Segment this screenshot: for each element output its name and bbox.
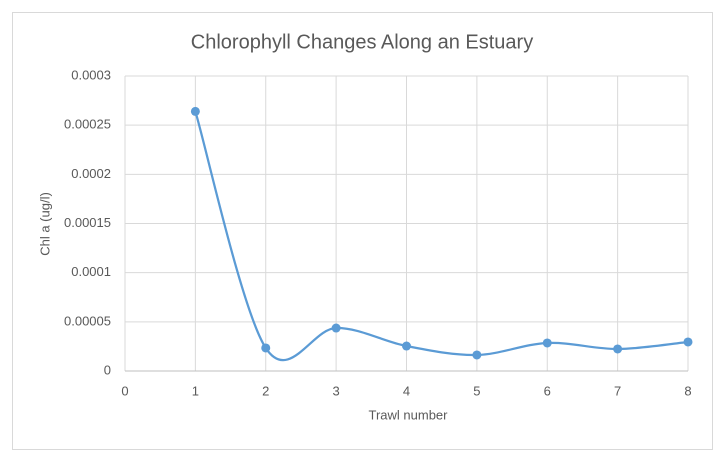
marker: [613, 344, 623, 354]
x-tick-label: 5: [473, 383, 480, 398]
y-tick-label: 0.00025: [64, 117, 111, 132]
marker: [331, 323, 341, 333]
y-tick-label: 0.0001: [71, 264, 111, 279]
marker: [402, 341, 411, 351]
x-tick-label: 8: [684, 383, 691, 398]
x-tick-label: 1: [192, 383, 199, 398]
marker: [190, 106, 200, 116]
marker: [261, 343, 271, 353]
y-tick-label: 0.0003: [71, 67, 111, 82]
chart-title: Chlorophyll Changes Along an Estuary: [191, 31, 533, 53]
chart-border: [12, 12, 713, 450]
y-tick-label: 0.00015: [64, 215, 111, 230]
x-tick-label: 7: [614, 383, 621, 398]
x-tick-label: 4: [403, 383, 410, 398]
x-tick-label: 6: [544, 383, 551, 398]
x-tick-label: 0: [121, 383, 128, 398]
y-tick-label: 0: [104, 362, 111, 377]
marker: [683, 337, 693, 347]
x-axis-label: Trawl number: [369, 407, 449, 422]
x-tick-label: 2: [262, 383, 269, 398]
marker: [472, 350, 482, 360]
y-tick-label: 0.0002: [71, 166, 111, 181]
y-axis-label: Chl a (ug/l): [37, 192, 52, 256]
marker: [542, 338, 552, 348]
x-tick-label: 3: [333, 383, 340, 398]
y-tick-label: 0.00005: [64, 313, 111, 328]
